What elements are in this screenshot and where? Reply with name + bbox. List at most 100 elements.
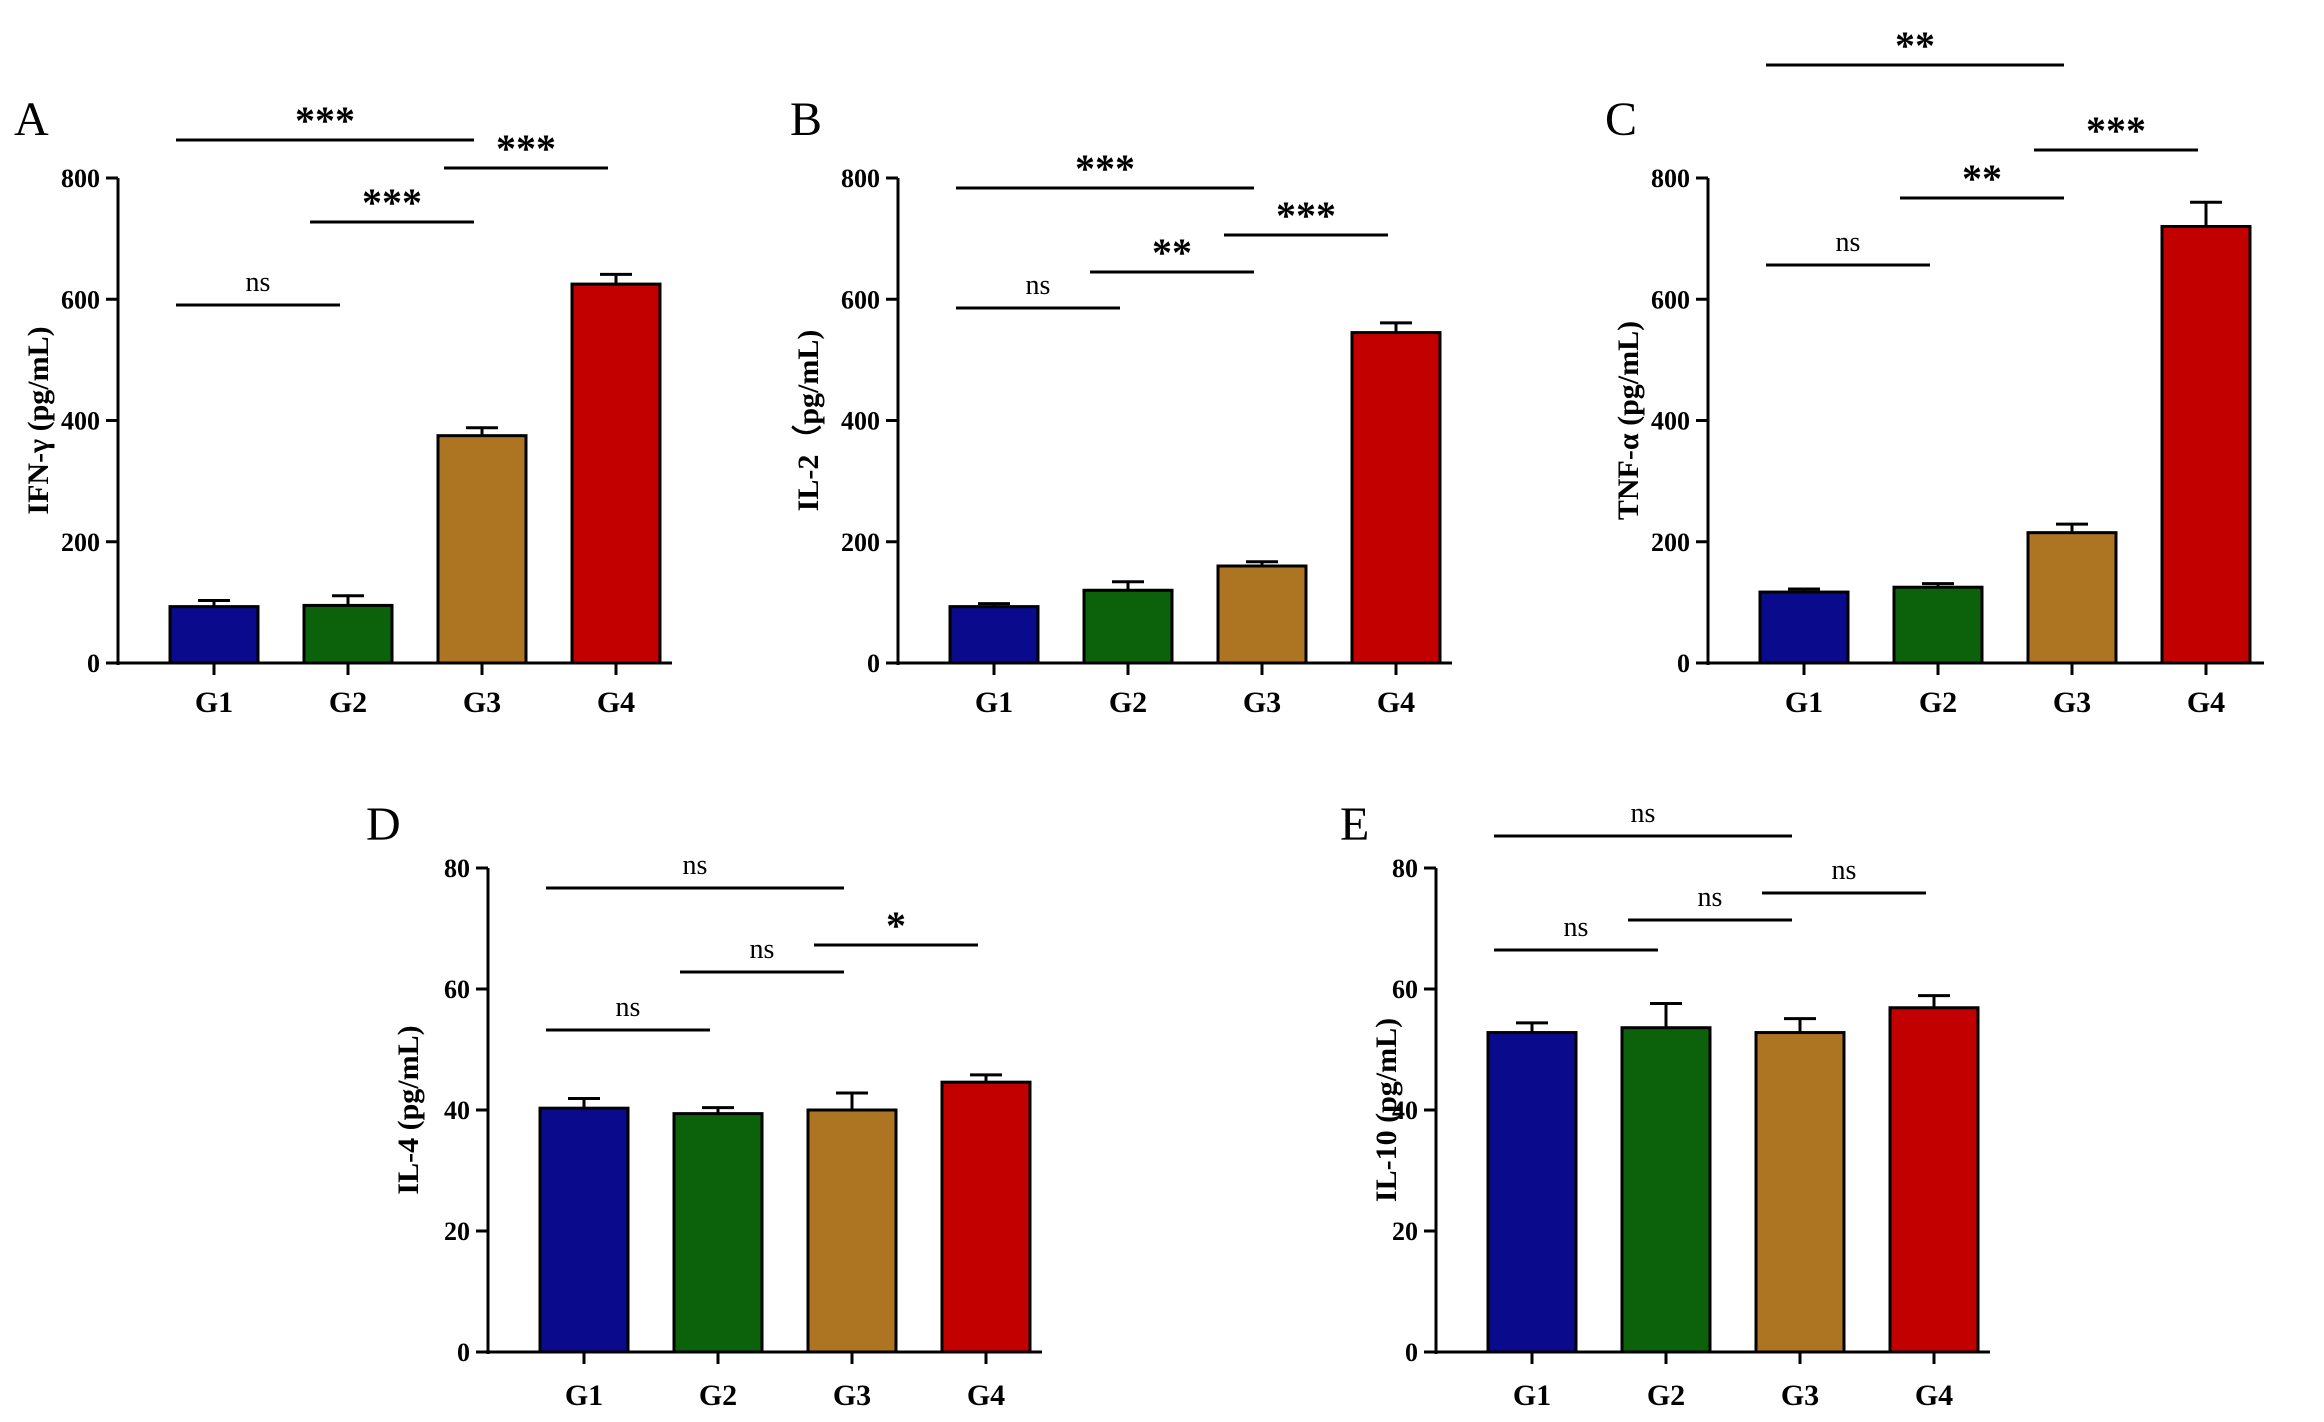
- x-tick-label: G2: [699, 1379, 737, 1412]
- x-tick-label: G1: [975, 686, 1013, 719]
- y-tick-label: 60: [1392, 975, 1418, 1004]
- y-tick-label: 800: [841, 164, 880, 193]
- x-tick-label: G4: [2187, 686, 2225, 719]
- significance-label: ***: [362, 180, 422, 225]
- panel-letter: A: [14, 93, 49, 146]
- bar-g3: [436, 434, 528, 665]
- y-tick-label: 200: [841, 528, 880, 557]
- bar-g4: [570, 282, 662, 665]
- significance-label: ns: [1026, 270, 1051, 301]
- x-tick-label: G4: [967, 1379, 1005, 1412]
- bar-g4: [1888, 1006, 1980, 1354]
- bar-g2: [1892, 585, 1984, 665]
- bar-g4: [940, 1080, 1032, 1354]
- significance-label: **: [1962, 156, 2002, 201]
- significance-label: ***: [1075, 146, 1135, 191]
- y-tick-label: 40: [444, 1096, 470, 1125]
- x-tick-label: G3: [1781, 1379, 1819, 1412]
- y-tick-label: 200: [61, 528, 100, 557]
- bar-g2: [1082, 588, 1174, 665]
- significance-label: ns: [1631, 798, 1656, 829]
- y-tick-label: 600: [61, 285, 100, 314]
- significance-label: ns: [1698, 882, 1723, 913]
- y-tick-label: 40: [1392, 1096, 1418, 1125]
- bar-g2: [672, 1112, 764, 1354]
- y-axis-label: TNF-α (pg/mL): [1612, 321, 1645, 520]
- x-tick-label: G1: [1785, 686, 1823, 719]
- x-tick-label: G2: [329, 686, 367, 719]
- significance-label: ns: [1832, 855, 1857, 886]
- y-tick-label: 800: [1651, 164, 1690, 193]
- bar-g3: [1754, 1031, 1846, 1354]
- bar-g4: [1350, 331, 1442, 665]
- bar-g2: [302, 603, 394, 665]
- y-tick-label: 20: [444, 1217, 470, 1246]
- x-tick-label: G3: [833, 1379, 871, 1412]
- y-tick-label: 200: [1651, 528, 1690, 557]
- y-tick-label: 400: [61, 407, 100, 436]
- significance-label: ns: [1564, 912, 1589, 943]
- significance-label: **: [1895, 23, 1935, 68]
- y-tick-label: 600: [841, 285, 880, 314]
- x-tick-label: G2: [1109, 686, 1147, 719]
- panel-d: D IL-4 (pg/mL) 0 20 40 60 80 G1 G2 G3 G4 ns ns * ns: [366, 798, 1042, 1412]
- x-tick-label: G3: [2053, 686, 2091, 719]
- significance-label: ***: [496, 126, 556, 171]
- significance-label: ***: [295, 98, 355, 143]
- y-tick-label: 0: [867, 649, 880, 678]
- bar-g3: [1216, 564, 1308, 665]
- y-tick-label: 60: [444, 975, 470, 1004]
- x-tick-label: G1: [1513, 1379, 1551, 1412]
- x-tick-label: G1: [195, 686, 233, 719]
- bar-g1: [948, 605, 1040, 665]
- bar-g3: [806, 1108, 898, 1354]
- significance-label: **: [1152, 230, 1192, 275]
- bar-g3: [2026, 531, 2118, 665]
- panel-letter: E: [1340, 798, 1369, 851]
- x-tick-label: G2: [1919, 686, 1957, 719]
- x-tick-label: G1: [565, 1379, 603, 1412]
- y-tick-label: 800: [61, 164, 100, 193]
- significance-label: ns: [246, 267, 271, 298]
- significance-label: ns: [683, 850, 708, 881]
- x-tick-label: G3: [463, 686, 501, 719]
- x-tick-label: G3: [1243, 686, 1281, 719]
- bar-g1: [538, 1106, 630, 1354]
- significance-label: ***: [2086, 108, 2146, 153]
- significance-label: ns: [616, 992, 641, 1023]
- y-axis-label: IFN-γ (pg/mL): [22, 326, 55, 514]
- bar-g1: [168, 605, 260, 665]
- panel-letter: D: [366, 798, 401, 851]
- bar-g2: [1620, 1026, 1712, 1354]
- y-axis-label: IL-2（pg/mL): [791, 330, 825, 512]
- bar-g1: [1486, 1031, 1578, 1354]
- significance-label: ***: [1276, 193, 1336, 238]
- significance-label: *: [886, 903, 906, 948]
- y-tick-label: 400: [1651, 407, 1690, 436]
- bar-g4: [2160, 225, 2252, 665]
- x-tick-label: G4: [1915, 1379, 1953, 1412]
- y-tick-label: 20: [1392, 1217, 1418, 1246]
- y-tick-label: 80: [444, 854, 470, 883]
- y-tick-label: 400: [841, 407, 880, 436]
- y-tick-label: 600: [1651, 285, 1690, 314]
- panel-letter: C: [1605, 93, 1637, 146]
- y-tick-label: 0: [87, 649, 100, 678]
- x-tick-label: G2: [1647, 1379, 1685, 1412]
- y-tick-label: 0: [1405, 1338, 1418, 1367]
- y-axis-label: IL-10 (pg/mL): [1370, 1018, 1403, 1202]
- significance-label: ns: [750, 934, 775, 965]
- panel-a: A IFN-γ (pg/mL) 0 200 400 600 800 G1 G2 G3 G4 ns ***…: [14, 93, 672, 719]
- y-axis-label: IL-4 (pg/mL): [392, 1025, 425, 1194]
- x-tick-label: G4: [1377, 686, 1415, 719]
- x-tick-label: G4: [597, 686, 635, 719]
- y-tick-label: 0: [1677, 649, 1690, 678]
- bar-g1: [1758, 590, 1850, 665]
- panel-letter: B: [790, 93, 822, 146]
- y-tick-label: 80: [1392, 854, 1418, 883]
- panel-e: E IL-10 (pg/mL) 0 20 40 60 80 G1 G2 G3 G4 ns ns ns ns: [1340, 798, 1990, 1412]
- y-tick-label: 0: [457, 1338, 470, 1367]
